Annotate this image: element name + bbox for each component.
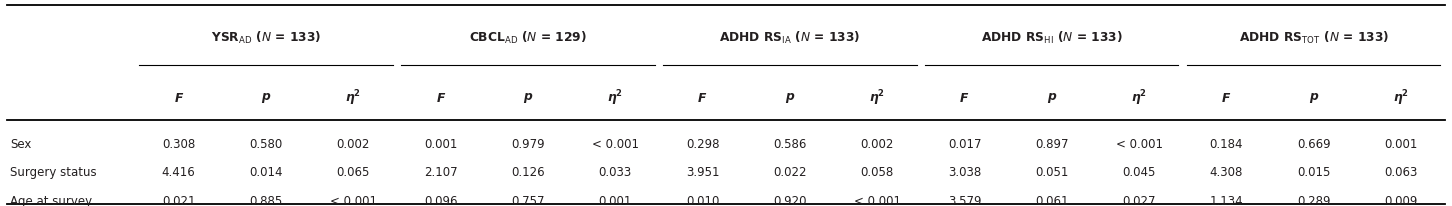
Text: 0.289: 0.289 <box>1297 194 1330 206</box>
Text: $\boldsymbol{p}$: $\boldsymbol{p}$ <box>261 91 272 105</box>
Text: 0.001: 0.001 <box>424 138 457 151</box>
Text: $\boldsymbol{\eta}^{\boldsymbol{2}}$: $\boldsymbol{\eta}^{\boldsymbol{2}}$ <box>1131 88 1147 108</box>
Text: $\boldsymbol{p}$: $\boldsymbol{p}$ <box>523 91 533 105</box>
Text: 0.586: 0.586 <box>774 138 806 151</box>
Text: 0.184: 0.184 <box>1210 138 1243 151</box>
Text: 0.002: 0.002 <box>337 138 370 151</box>
Text: $\boldsymbol{p}$: $\boldsymbol{p}$ <box>1308 91 1318 105</box>
Text: 0.669: 0.669 <box>1297 138 1330 151</box>
Text: 0.001: 0.001 <box>598 194 632 206</box>
Text: < 0.001: < 0.001 <box>330 194 378 206</box>
Text: $\boldsymbol{\eta}^{\boldsymbol{2}}$: $\boldsymbol{\eta}^{\boldsymbol{2}}$ <box>607 88 623 108</box>
Text: 0.027: 0.027 <box>1122 194 1156 206</box>
Text: 3.951: 3.951 <box>685 166 719 178</box>
Text: 0.063: 0.063 <box>1384 166 1417 178</box>
Text: < 0.001: < 0.001 <box>854 194 900 206</box>
Text: 2.107: 2.107 <box>424 166 457 178</box>
Text: 3.038: 3.038 <box>948 166 982 178</box>
Text: $\boldsymbol{F}$: $\boldsymbol{F}$ <box>1221 91 1231 104</box>
Text: < 0.001: < 0.001 <box>592 138 639 151</box>
Text: 0.021: 0.021 <box>163 194 196 206</box>
Text: Sex: Sex <box>10 138 32 151</box>
Text: 0.126: 0.126 <box>511 166 544 178</box>
Text: 0.096: 0.096 <box>424 194 457 206</box>
Text: 0.061: 0.061 <box>1035 194 1069 206</box>
Text: ADHD RS$_{\mathrm{HI}}$ ($N$ = 133): ADHD RS$_{\mathrm{HI}}$ ($N$ = 133) <box>982 30 1122 46</box>
Text: 0.065: 0.065 <box>337 166 370 178</box>
Text: 0.308: 0.308 <box>163 138 196 151</box>
Text: 1.134: 1.134 <box>1210 194 1243 206</box>
Text: 0.033: 0.033 <box>598 166 632 178</box>
Text: 0.058: 0.058 <box>861 166 894 178</box>
Text: $\boldsymbol{\eta}^{\boldsymbol{2}}$: $\boldsymbol{\eta}^{\boldsymbol{2}}$ <box>346 88 362 108</box>
Text: 0.897: 0.897 <box>1035 138 1069 151</box>
Text: 0.051: 0.051 <box>1035 166 1069 178</box>
Text: 0.920: 0.920 <box>772 194 807 206</box>
Text: $\boldsymbol{F}$: $\boldsymbol{F}$ <box>174 91 184 104</box>
Text: 0.298: 0.298 <box>685 138 719 151</box>
Text: 0.045: 0.045 <box>1122 166 1156 178</box>
Text: 0.001: 0.001 <box>1384 138 1417 151</box>
Text: 4.416: 4.416 <box>161 166 196 178</box>
Text: YSR$_{\mathrm{AD}}$ ($N$ = 133): YSR$_{\mathrm{AD}}$ ($N$ = 133) <box>211 30 321 46</box>
Text: $\boldsymbol{p}$: $\boldsymbol{p}$ <box>784 91 796 105</box>
Text: CBCL$_{\mathrm{AD}}$ ($N$ = 129): CBCL$_{\mathrm{AD}}$ ($N$ = 129) <box>469 30 587 46</box>
Text: 0.015: 0.015 <box>1297 166 1330 178</box>
Text: 0.009: 0.009 <box>1384 194 1417 206</box>
Text: Age at survey: Age at survey <box>10 194 93 206</box>
Text: $\boldsymbol{p}$: $\boldsymbol{p}$ <box>1047 91 1057 105</box>
Text: 3.579: 3.579 <box>948 194 982 206</box>
Text: $\boldsymbol{\eta}^{\boldsymbol{2}}$: $\boldsymbol{\eta}^{\boldsymbol{2}}$ <box>1392 88 1408 108</box>
Text: 0.014: 0.014 <box>250 166 283 178</box>
Text: 0.017: 0.017 <box>948 138 982 151</box>
Text: ADHD RS$_{\mathrm{TOT}}$ ($N$ = 133): ADHD RS$_{\mathrm{TOT}}$ ($N$ = 133) <box>1239 30 1390 46</box>
Text: $\boldsymbol{F}$: $\boldsymbol{F}$ <box>960 91 970 104</box>
Text: 0.580: 0.580 <box>250 138 283 151</box>
Text: 0.979: 0.979 <box>511 138 544 151</box>
Text: $\boldsymbol{F}$: $\boldsymbol{F}$ <box>436 91 446 104</box>
Text: $\boldsymbol{F}$: $\boldsymbol{F}$ <box>697 91 707 104</box>
Text: 0.885: 0.885 <box>250 194 283 206</box>
Text: 0.022: 0.022 <box>772 166 807 178</box>
Text: 4.308: 4.308 <box>1210 166 1243 178</box>
Text: 0.002: 0.002 <box>861 138 894 151</box>
Text: < 0.001: < 0.001 <box>1115 138 1163 151</box>
Text: 0.010: 0.010 <box>685 194 719 206</box>
Text: $\boldsymbol{\eta}^{\boldsymbol{2}}$: $\boldsymbol{\eta}^{\boldsymbol{2}}$ <box>870 88 886 108</box>
Text: ADHD RS$_{\mathrm{IA}}$ ($N$ = 133): ADHD RS$_{\mathrm{IA}}$ ($N$ = 133) <box>719 30 861 46</box>
Text: 0.757: 0.757 <box>511 194 544 206</box>
Text: Surgery status: Surgery status <box>10 166 97 178</box>
